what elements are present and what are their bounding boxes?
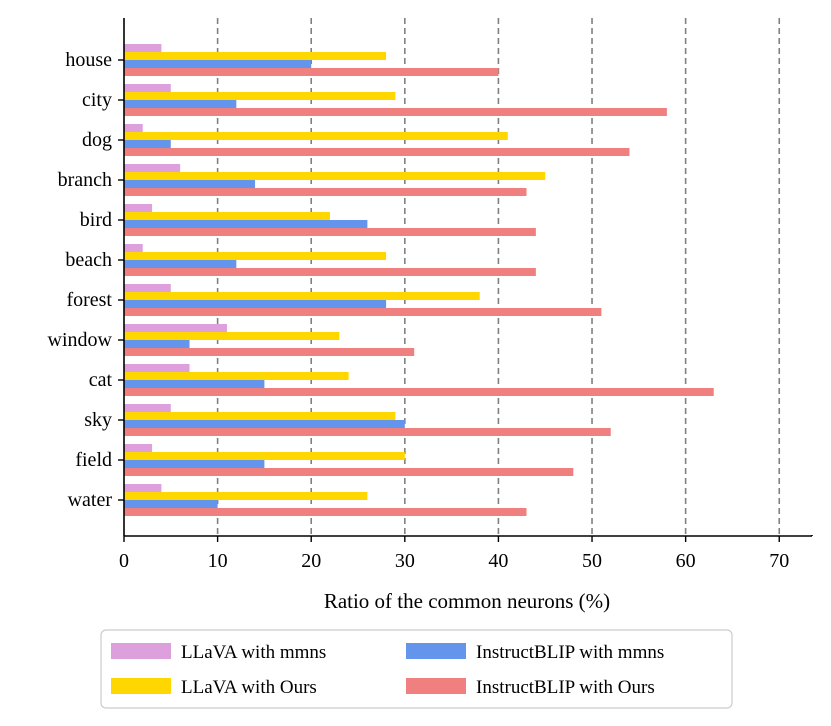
bar-window-instructblip-with-ours	[124, 348, 415, 356]
y-tick-label-beach: beach	[65, 249, 112, 271]
legend-label-instructblip-with-mmns: InstructBLIP with mmns	[476, 642, 664, 663]
bar-city-instructblip-with-mmns	[124, 100, 237, 108]
bar-window-llava-with-ours	[124, 332, 340, 340]
bar-dog-instructblip-with-mmns	[124, 140, 171, 148]
bar-beach-llava-with-ours	[124, 252, 387, 260]
bar-water-llava-with-ours	[124, 492, 368, 500]
legend-label-llava-with-ours: LLaVA with Ours	[181, 677, 317, 698]
ticks: 0 10 20 30 40 50 60 70 house city dog branch bird bea…	[48, 49, 790, 572]
bar-bird-instructblip-with-ours	[124, 228, 536, 236]
x-tick-label-60: 60	[676, 550, 696, 572]
bar-house-instructblip-with-mmns	[124, 60, 312, 68]
bar-window-llava-with-mmns	[124, 324, 227, 332]
bar-house-llava-with-ours	[124, 52, 387, 60]
bar-forest-instructblip-with-ours	[124, 308, 602, 316]
y-tick-label-sky: sky	[84, 409, 112, 431]
bar-dog-llava-with-mmns	[124, 124, 143, 132]
x-tick-label-70: 70	[769, 550, 789, 572]
y-tick-label-forest: forest	[66, 289, 112, 311]
bar-branch-instructblip-with-mmns	[124, 180, 256, 188]
legend-label-llava-with-mmns: LLaVA with mmns	[181, 642, 326, 663]
y-tick-label-dog: dog	[82, 129, 112, 151]
bar-sky-llava-with-ours	[124, 412, 396, 420]
legend-swatch-instructblip-with-ours	[406, 678, 466, 694]
x-tick-label-50: 50	[582, 550, 602, 572]
bar-house-llava-with-mmns	[124, 44, 162, 52]
bar-water-instructblip-with-ours	[124, 508, 527, 516]
bar-field-instructblip-with-mmns	[124, 460, 265, 468]
bar-dog-instructblip-with-ours	[124, 148, 630, 156]
bar-bird-instructblip-with-mmns	[124, 220, 368, 228]
legend-swatch-llava-with-mmns	[111, 643, 171, 659]
y-tick-label-water: water	[68, 489, 113, 511]
bars	[124, 44, 714, 516]
bar-water-llava-with-mmns	[124, 484, 162, 492]
bar-forest-llava-with-mmns	[124, 284, 171, 292]
y-tick-label-field: field	[75, 449, 112, 471]
bar-city-llava-with-mmns	[124, 84, 171, 92]
bar-forest-llava-with-ours	[124, 292, 480, 300]
bar-sky-instructblip-with-ours	[124, 428, 611, 436]
bar-forest-instructblip-with-mmns	[124, 300, 387, 308]
bar-branch-instructblip-with-ours	[124, 188, 527, 196]
bar-sky-llava-with-mmns	[124, 404, 171, 412]
bar-city-instructblip-with-ours	[124, 108, 667, 116]
x-tick-label-10: 10	[208, 550, 228, 572]
x-tick-label-40: 40	[488, 550, 508, 572]
legend-swatch-llava-with-ours	[111, 678, 171, 694]
axes	[123, 18, 813, 537]
y-tick-label-cat: cat	[89, 369, 113, 391]
bar-window-instructblip-with-mmns	[124, 340, 190, 348]
bar-dog-llava-with-ours	[124, 132, 508, 140]
bar-cat-instructblip-with-mmns	[124, 380, 265, 388]
bar-field-instructblip-with-ours	[124, 468, 574, 476]
bar-branch-llava-with-mmns	[124, 164, 181, 172]
y-tick-label-house: house	[65, 49, 112, 71]
bar-bird-llava-with-mmns	[124, 204, 153, 212]
y-tick-label-window: window	[48, 329, 113, 351]
x-axis-label: Ratio of the common neurons (%)	[324, 589, 610, 613]
grid-lines	[216, 18, 781, 536]
bar-beach-instructblip-with-ours	[124, 268, 536, 276]
x-tick-label-0: 0	[119, 550, 129, 572]
bar-cat-instructblip-with-ours	[124, 388, 714, 396]
bar-cat-llava-with-mmns	[124, 364, 190, 372]
bar-field-llava-with-mmns	[124, 444, 153, 452]
x-tick-label-30: 30	[395, 550, 415, 572]
bar-bird-llava-with-ours	[124, 212, 330, 220]
bar-water-instructblip-with-mmns	[124, 500, 218, 508]
bar-beach-instructblip-with-mmns	[124, 260, 237, 268]
x-tick-label-20: 20	[301, 550, 321, 572]
bar-field-llava-with-ours	[124, 452, 405, 460]
legend-frame	[100, 629, 733, 709]
bar-sky-instructblip-with-mmns	[124, 420, 405, 428]
y-tick-label-branch: branch	[58, 169, 112, 191]
y-tick-label-bird: bird	[80, 209, 112, 231]
bar-city-llava-with-ours	[124, 92, 396, 100]
legend: LLaVA with mmns LLaVA with Ours InstructBL…	[100, 629, 733, 709]
bar-beach-llava-with-mmns	[124, 244, 143, 252]
legend-swatch-instructblip-with-mmns	[406, 643, 466, 659]
y-tick-label-city: city	[82, 89, 112, 111]
bar-branch-llava-with-ours	[124, 172, 546, 180]
bar-house-instructblip-with-ours	[124, 68, 499, 76]
bar-cat-llava-with-ours	[124, 372, 349, 380]
legend-label-instructblip-with-ours: InstructBLIP with Ours	[476, 677, 655, 698]
